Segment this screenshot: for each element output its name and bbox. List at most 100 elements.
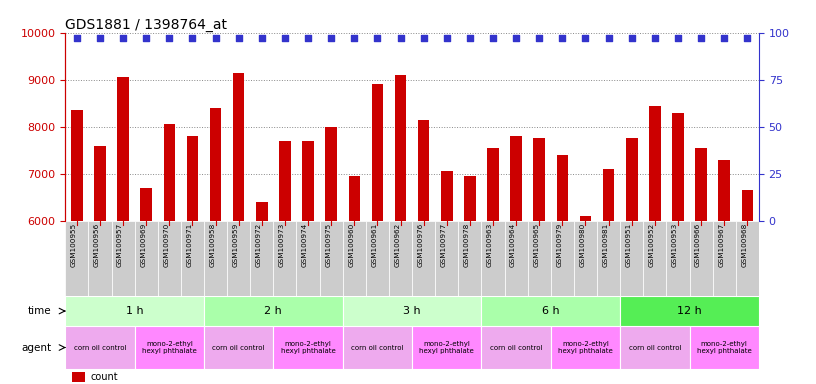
Bar bbox=[279, 141, 290, 221]
Point bbox=[370, 35, 384, 41]
Bar bbox=[273, 221, 296, 296]
Point bbox=[302, 35, 315, 41]
Point bbox=[394, 35, 407, 41]
Bar bbox=[135, 221, 157, 296]
Bar bbox=[441, 171, 453, 221]
Bar bbox=[718, 160, 730, 221]
Text: agent: agent bbox=[21, 343, 51, 353]
Text: time: time bbox=[28, 306, 51, 316]
Bar bbox=[690, 221, 712, 296]
Text: GSM100972: GSM100972 bbox=[255, 223, 262, 267]
Text: GSM100952: GSM100952 bbox=[649, 223, 654, 267]
Text: 12 h: 12 h bbox=[677, 306, 702, 316]
Point bbox=[417, 35, 430, 41]
Point bbox=[94, 35, 106, 41]
Bar bbox=[620, 221, 643, 296]
Bar bbox=[464, 176, 476, 221]
Text: GSM100969: GSM100969 bbox=[140, 223, 146, 267]
Bar bbox=[504, 221, 528, 296]
Bar bbox=[418, 120, 429, 221]
Bar bbox=[140, 188, 152, 221]
Point bbox=[117, 35, 130, 41]
Bar bbox=[435, 221, 459, 296]
Bar bbox=[118, 77, 129, 221]
Bar bbox=[481, 296, 620, 326]
Text: GSM100981: GSM100981 bbox=[602, 223, 609, 267]
Text: GSM100979: GSM100979 bbox=[557, 223, 562, 267]
Text: GSM100971: GSM100971 bbox=[186, 223, 193, 267]
Bar bbox=[626, 139, 637, 221]
Text: GSM100964: GSM100964 bbox=[510, 223, 516, 267]
Point bbox=[486, 35, 499, 41]
Text: mono-2-ethyl
hexyl phthalate: mono-2-ethyl hexyl phthalate bbox=[558, 341, 613, 354]
Bar bbox=[672, 113, 684, 221]
Bar bbox=[690, 326, 759, 369]
Bar bbox=[94, 146, 106, 221]
Bar bbox=[320, 221, 343, 296]
Text: corn oil control: corn oil control bbox=[73, 344, 126, 351]
Bar bbox=[412, 326, 481, 369]
Bar bbox=[73, 372, 85, 382]
Text: GSM100956: GSM100956 bbox=[94, 223, 100, 267]
Bar bbox=[204, 221, 227, 296]
Text: GSM100960: GSM100960 bbox=[348, 223, 354, 267]
Point bbox=[278, 35, 291, 41]
Bar bbox=[343, 221, 366, 296]
Bar bbox=[649, 106, 661, 221]
Point bbox=[741, 35, 754, 41]
Bar bbox=[620, 296, 759, 326]
Text: GSM100980: GSM100980 bbox=[579, 223, 586, 267]
Bar bbox=[459, 221, 481, 296]
Point bbox=[441, 35, 454, 41]
Bar bbox=[251, 221, 273, 296]
Point bbox=[463, 35, 477, 41]
Bar bbox=[534, 139, 545, 221]
Bar bbox=[302, 141, 314, 221]
Bar bbox=[412, 221, 435, 296]
Text: GSM100966: GSM100966 bbox=[695, 223, 701, 267]
Text: GSM100957: GSM100957 bbox=[117, 223, 123, 267]
Point bbox=[602, 35, 615, 41]
Bar bbox=[181, 221, 204, 296]
Bar bbox=[348, 176, 360, 221]
Bar bbox=[603, 169, 614, 221]
Bar bbox=[256, 202, 268, 221]
Bar bbox=[296, 221, 320, 296]
Bar bbox=[157, 221, 181, 296]
Bar bbox=[481, 326, 551, 369]
Text: GSM100968: GSM100968 bbox=[741, 223, 747, 267]
Text: GSM100958: GSM100958 bbox=[210, 223, 215, 267]
Text: GSM100974: GSM100974 bbox=[302, 223, 308, 267]
Point bbox=[162, 35, 176, 41]
Text: GSM100951: GSM100951 bbox=[626, 223, 632, 267]
Bar bbox=[135, 326, 204, 369]
Bar bbox=[187, 136, 198, 221]
Bar bbox=[528, 221, 551, 296]
Text: 1 h: 1 h bbox=[126, 306, 144, 316]
Bar bbox=[389, 221, 412, 296]
Bar bbox=[481, 221, 504, 296]
Bar bbox=[65, 326, 135, 369]
Point bbox=[694, 35, 707, 41]
Bar bbox=[88, 221, 112, 296]
Point bbox=[186, 35, 199, 41]
Bar bbox=[551, 326, 620, 369]
Text: count: count bbox=[91, 372, 118, 382]
Text: mono-2-ethyl
hexyl phthalate: mono-2-ethyl hexyl phthalate bbox=[142, 341, 197, 354]
Text: GDS1881 / 1398764_at: GDS1881 / 1398764_at bbox=[65, 18, 228, 31]
Text: corn oil control: corn oil control bbox=[628, 344, 681, 351]
Bar bbox=[210, 108, 221, 221]
Bar bbox=[736, 221, 759, 296]
Bar bbox=[597, 221, 620, 296]
Point bbox=[325, 35, 338, 41]
Bar bbox=[204, 326, 273, 369]
Bar bbox=[579, 216, 592, 221]
Bar bbox=[510, 136, 522, 221]
Point bbox=[70, 35, 83, 41]
Text: GSM100967: GSM100967 bbox=[718, 223, 725, 267]
Text: GSM100959: GSM100959 bbox=[233, 223, 238, 267]
Point bbox=[718, 35, 731, 41]
Point bbox=[579, 35, 592, 41]
Text: corn oil control: corn oil control bbox=[351, 344, 404, 351]
Point bbox=[672, 35, 685, 41]
